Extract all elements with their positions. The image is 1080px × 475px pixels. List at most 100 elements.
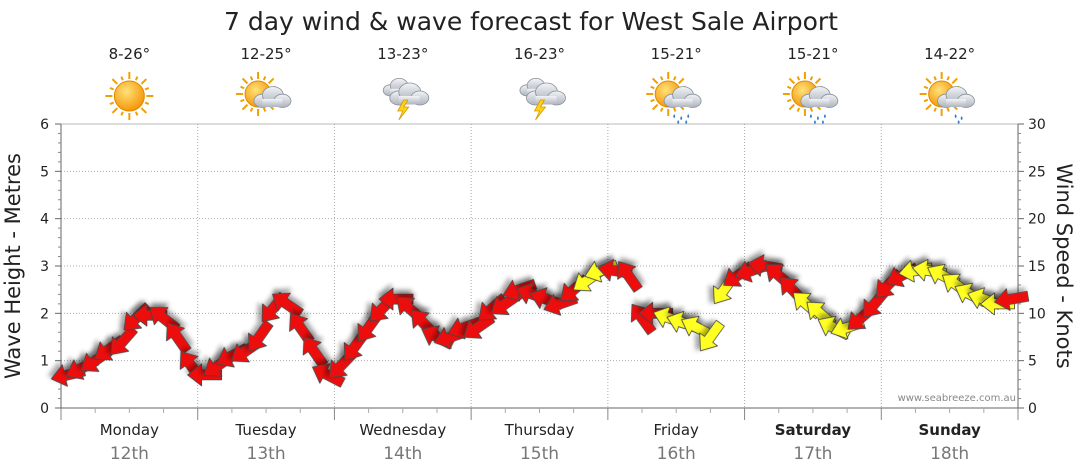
- rain-drop: [823, 114, 826, 118]
- sun-ray: [796, 76, 801, 81]
- rain-drop: [954, 114, 957, 118]
- y2-tick-label: 0: [1028, 401, 1037, 417]
- wind-arrow: [272, 292, 304, 319]
- sun-ray: [946, 107, 950, 112]
- day-label: Monday: [100, 421, 159, 439]
- sun-rain-icon: [782, 72, 839, 124]
- sun-ray: [144, 87, 150, 91]
- sun-ray: [650, 98, 655, 103]
- sun-ray: [925, 77, 932, 85]
- temperature-label: 16-23°: [514, 45, 565, 63]
- sun-rain-icon: [646, 72, 702, 124]
- cloud-shape: [389, 82, 430, 106]
- sun-ray: [678, 77, 685, 85]
- temperature-label: 13-23°: [377, 45, 428, 63]
- sun-ray: [814, 77, 822, 85]
- sun-ray: [109, 87, 115, 91]
- sun-ray: [788, 103, 796, 111]
- y-tick-label: 5: [40, 164, 49, 180]
- y2-tick-label: 20: [1028, 212, 1046, 228]
- cloud-shape: [800, 86, 839, 108]
- credit-label: www.seabreeze.com.au: [898, 393, 1016, 404]
- sun-ray: [923, 85, 929, 90]
- sun-ray: [140, 78, 148, 85]
- thunderstorm-icon: [519, 78, 566, 121]
- y2-tick-label: 30: [1028, 117, 1046, 133]
- sunny-icon: [105, 72, 154, 120]
- sun-ray: [933, 76, 937, 81]
- daily-temperatures: 8-26° 12-25° 13-23° 16-23° 15-21° 15-21° 14-22…: [109, 45, 976, 63]
- y-tick-label: 3: [40, 259, 49, 275]
- wind-arrow: [312, 363, 346, 388]
- y2-axis-label: Wind Speed - Knots: [1052, 163, 1076, 368]
- sun-ray: [651, 103, 659, 111]
- day-label: Friday: [653, 421, 699, 439]
- rain-drop: [813, 120, 816, 124]
- sun-ray: [786, 98, 792, 103]
- sun-ray: [134, 76, 139, 81]
- date-label: 18th: [930, 444, 969, 464]
- y-tick-label: 6: [40, 117, 49, 133]
- y-tick-label: 0: [40, 401, 49, 417]
- sun-ray: [111, 78, 119, 85]
- sun-ray: [933, 107, 937, 112]
- wave-height-axis: 0 1 2 3 4 5 6: [40, 117, 62, 417]
- date-label: 12th: [110, 444, 149, 464]
- rain-drop: [960, 116, 963, 120]
- rain-drop: [957, 120, 960, 124]
- rain-drop: [680, 116, 683, 120]
- rain-drop: [809, 114, 812, 118]
- sun-ray: [249, 76, 254, 81]
- cloud-shape: [253, 86, 292, 108]
- date-label: 16th: [657, 444, 696, 464]
- weather-icons: [105, 72, 975, 124]
- rain-drop: [677, 120, 680, 124]
- day-label: Tuesday: [235, 421, 297, 439]
- date-label: 13th: [247, 444, 286, 464]
- wind-arrows: [50, 254, 1030, 388]
- y2-tick-label: 10: [1028, 306, 1046, 322]
- sun-ray: [134, 111, 139, 116]
- rain-drop: [685, 120, 688, 124]
- sun-ray: [651, 77, 659, 85]
- sun-ray: [660, 76, 664, 81]
- y2-tick-label: 15: [1028, 259, 1046, 275]
- rain-drop: [821, 120, 824, 124]
- y-tick-label: 2: [40, 306, 49, 322]
- rain-drop: [673, 114, 676, 118]
- cloud-shape: [526, 82, 566, 106]
- wind-arrow: [630, 303, 657, 336]
- day-label: Saturday: [775, 421, 852, 439]
- y2-tick-label: 5: [1028, 354, 1037, 370]
- rain-drop: [687, 114, 690, 118]
- date-label: 17th: [793, 444, 832, 464]
- y-tick-label: 1: [40, 354, 49, 370]
- day-label: Sunday: [918, 421, 981, 439]
- sun-ray: [120, 76, 124, 81]
- sun-ray: [241, 77, 249, 85]
- sun-ray: [241, 103, 249, 111]
- cloud-shape: [937, 86, 975, 108]
- day-labels: Monday 12th Tuesday 13th Wednesday 14th Thursd…: [100, 421, 981, 464]
- y-axis-label: Wave Height - Metres: [1, 153, 25, 379]
- date-label: 14th: [383, 444, 422, 464]
- date-label: 15th: [520, 444, 559, 464]
- sun-ray: [673, 107, 677, 112]
- wind-arrow: [248, 319, 274, 352]
- sun-ray: [144, 101, 150, 105]
- sun-light-rain-icon: [919, 72, 975, 124]
- thunderstorm-icon: [382, 78, 430, 121]
- temperature-label: 12-25°: [241, 45, 292, 63]
- sun-ray: [650, 85, 655, 90]
- y2-tick-label: 25: [1028, 164, 1046, 180]
- sun-ray: [951, 77, 958, 85]
- temperature-label: 14-22°: [924, 45, 975, 63]
- wind-arrow: [289, 313, 315, 345]
- sun-ray: [262, 76, 267, 81]
- sun-ray: [925, 103, 932, 111]
- sun-ray: [788, 77, 796, 85]
- wind-arrow: [166, 322, 192, 355]
- sun-ray: [120, 111, 124, 116]
- sun-ray: [786, 85, 792, 90]
- rain-drop: [816, 116, 819, 120]
